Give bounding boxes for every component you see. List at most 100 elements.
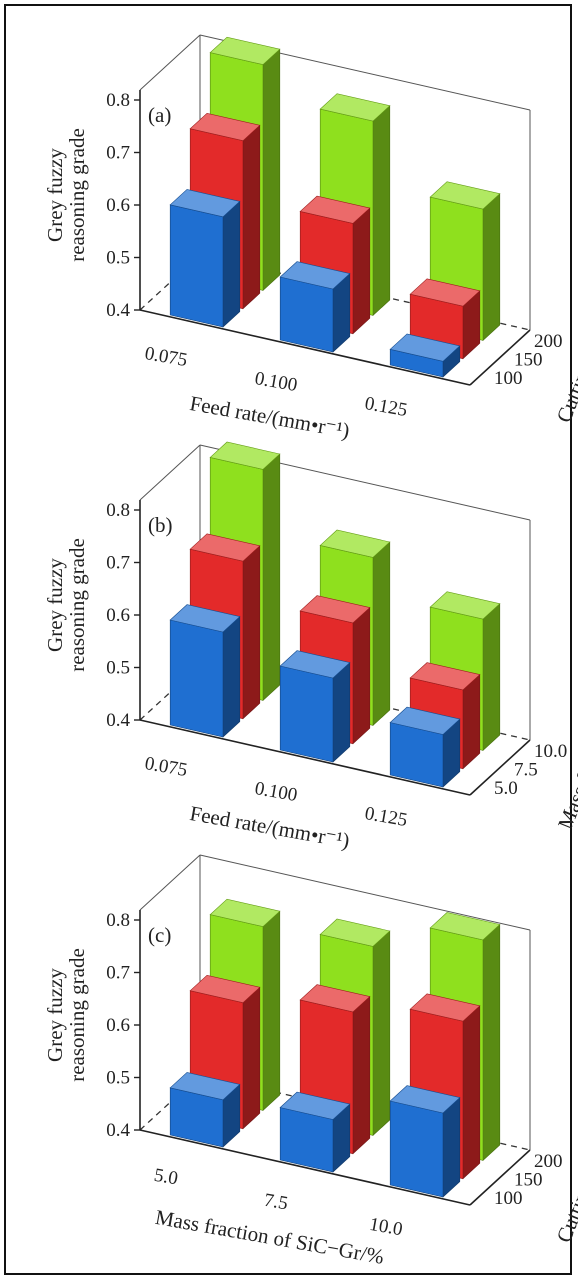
x-axis-line — [139, 1129, 471, 1206]
bar-top-face — [189, 974, 261, 1004]
y-tick-label: 200 — [534, 331, 563, 352]
z-tick-label: 0.5 — [106, 658, 130, 679]
y-tick-label: 100 — [494, 368, 523, 389]
bar-top-face — [429, 591, 501, 620]
bar-top-face — [209, 441, 281, 470]
bar-side-face — [462, 1005, 481, 1180]
z-tick-label: 0.8 — [106, 90, 130, 111]
bar-top-face — [279, 261, 351, 290]
y-axis-line — [469, 329, 531, 386]
bar-side-face — [462, 673, 481, 770]
bar-side-face — [372, 541, 391, 727]
bar-top-face — [299, 984, 371, 1013]
bar-side-face — [482, 923, 501, 1162]
bar-side-face — [262, 453, 281, 702]
bar-side-face — [242, 986, 261, 1130]
z-tick-label: 0.6 — [106, 605, 130, 626]
y-tick-label: 100 — [494, 1188, 523, 1209]
z-tick-label: 0.7 — [106, 553, 130, 574]
bar-front-face — [279, 665, 334, 763]
x-axis-line — [139, 309, 471, 386]
y-tick-label: 200 — [534, 1151, 563, 1172]
left-top-edge — [139, 34, 201, 91]
z-axis-title: Grey fuzzyreasoning grade — [43, 538, 89, 672]
bar-side-face — [352, 995, 371, 1155]
z-tick-label: 0.6 — [106, 1015, 130, 1036]
x-tick-label: 7.5 — [262, 1190, 289, 1215]
bar-b-0-1 — [279, 650, 351, 763]
bar-top-face — [389, 333, 461, 362]
x-tick-label: 10.0 — [368, 1214, 404, 1240]
z-tick-label: 0.7 — [106, 143, 130, 164]
chart-panel-3: 0.4 0.5 0.6 0.7 0.8 Grey fuzzyreasoning grade… — [43, 854, 578, 1269]
panel-label: (c) — [148, 923, 171, 947]
x-axis-line — [139, 719, 471, 796]
z-tick-label: 0.5 — [106, 1068, 130, 1089]
bar-side-face — [482, 193, 501, 342]
bar-side-face — [352, 207, 371, 335]
bar-top-face — [279, 1091, 351, 1120]
bar-top-face — [409, 993, 481, 1022]
z-axis-title: Grey fuzzyreasoning grade — [43, 128, 89, 262]
bar-top-face — [189, 112, 261, 142]
bar-front-face — [169, 619, 224, 738]
bar-side-face — [332, 661, 351, 763]
x-tick-label: 0.075 — [143, 753, 189, 781]
bar-side-face — [352, 606, 371, 745]
bar-side-face — [242, 124, 261, 310]
bar-top-face — [279, 650, 351, 679]
bar-side-face — [442, 1096, 461, 1198]
y-axis-line — [469, 1149, 531, 1206]
z-tick-label: 0.4 — [106, 710, 130, 731]
x-tick-label: 0.075 — [143, 343, 189, 371]
x-axis-title: Mass fraction of SiC−Gr/% — [154, 1205, 386, 1269]
bar-side-face — [262, 48, 281, 292]
z-tick-label: 0.8 — [106, 910, 130, 931]
bar-top-face — [169, 189, 241, 218]
z-tick-label: 0.4 — [106, 300, 130, 321]
bar-a-0-1 — [279, 261, 351, 353]
bar-top-face — [409, 662, 481, 691]
bar-top-face — [429, 912, 501, 941]
y-axis-title: Mass fractionof SiC−Gr/% — [553, 717, 578, 841]
panel-label: (b) — [148, 513, 173, 537]
bar-front-face — [279, 276, 334, 353]
bar-top-face — [169, 1072, 241, 1101]
bar-front-face — [389, 1100, 444, 1198]
bar-front-face — [169, 204, 224, 328]
bar-top-face — [389, 1085, 461, 1114]
bar-side-face — [372, 930, 391, 1137]
x-tick-label: 0.125 — [363, 393, 409, 421]
bar-top-face — [299, 195, 371, 224]
y-axis-title: Cutting speed/(m•min⁻¹) — [552, 1124, 578, 1254]
z-tick-label: 0.4 — [106, 1120, 130, 1141]
y-tick-label: 150 — [514, 350, 543, 371]
z-tick-label: 0.5 — [106, 248, 130, 269]
y-axis-title: Cutting speed/(m•min⁻¹) — [552, 304, 578, 434]
left-top-edge — [139, 854, 201, 911]
bar-side-face — [242, 545, 261, 720]
y-tick-label: 150 — [514, 1170, 543, 1191]
y-tick-label: 10.0 — [534, 741, 567, 762]
z-tick-label: 0.6 — [106, 195, 130, 216]
bar-c-0-2 — [389, 1085, 461, 1198]
bar-side-face — [222, 200, 241, 328]
bar-top-face — [299, 595, 371, 624]
panel-label: (a) — [148, 103, 171, 127]
x-axis-title: Feed rate/(mm•r⁻¹) — [188, 801, 351, 853]
z-tick-label: 0.7 — [106, 963, 130, 984]
z-tick-label: 0.8 — [106, 500, 130, 521]
x-tick-label: 0.100 — [253, 368, 299, 396]
bar-top-face — [389, 706, 461, 735]
bar-side-face — [372, 105, 391, 317]
bar-top-face — [169, 604, 241, 633]
chart-panel-1: 0.4 0.5 0.6 0.7 0.8 Grey fuzzyreasoning grade… — [43, 34, 578, 443]
y-tick-label: 7.5 — [514, 760, 538, 781]
chart-panel-2: 0.4 0.5 0.6 0.7 0.8 Grey fuzzyreasoning grade… — [43, 441, 578, 853]
bar-c-0-0 — [169, 1072, 241, 1148]
bar-top-face — [209, 898, 281, 927]
bar-top-face — [319, 529, 391, 558]
bar-side-face — [482, 603, 501, 752]
z-axis-title: Grey fuzzyreasoning grade — [43, 948, 89, 1082]
